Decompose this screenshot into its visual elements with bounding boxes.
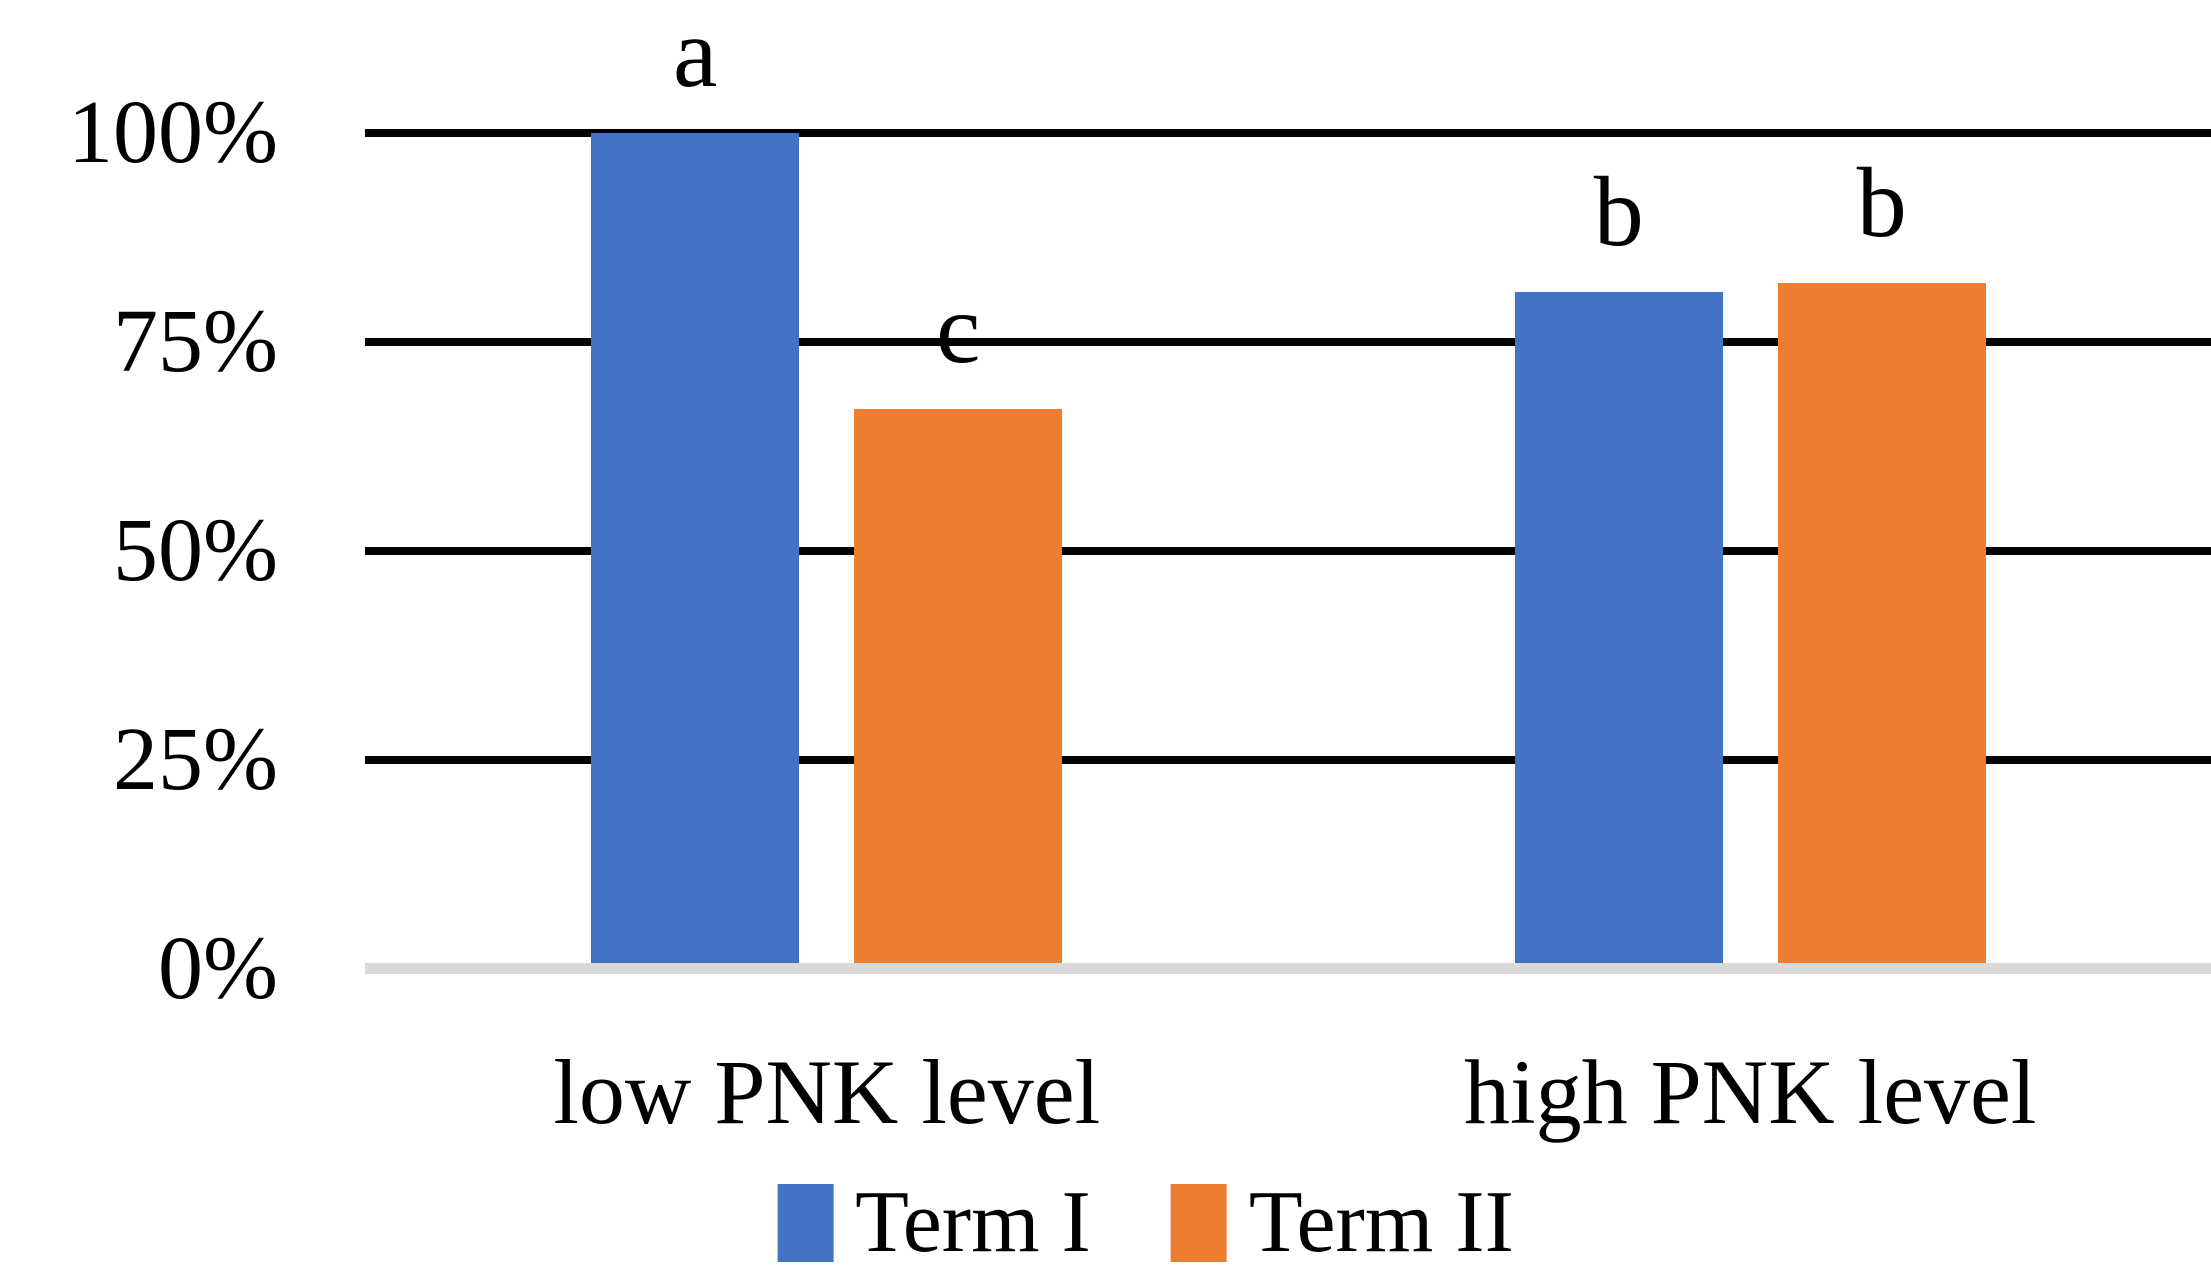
bar-term-i-low-pnk-level [591,133,800,963]
x-axis-baseline [365,963,2211,974]
significance-letter: b [1856,147,1907,259]
gridline-100% [365,129,2211,137]
legend-label-term-ii: Term II [1248,1174,1514,1267]
gridline-75% [365,338,2211,346]
y-axis-tick-label: 25% [113,710,278,809]
bar-chart: Term I Term II 0% 25% 50% 75% 100% a c b b low PN… [40,16,2211,1267]
category-label-high-pnk-level: high PNK level [1464,1041,2037,1143]
gridline-25% [365,756,2211,764]
gridline-50% [365,547,2211,555]
bar-term-ii-high-pnk-level [1777,283,1986,963]
significance-letter: c [936,272,981,384]
y-axis-tick-label: 50% [113,501,278,600]
legend-swatch-term-i [777,1184,834,1262]
category-label-low-pnk-level: low PNK level [553,1041,1101,1143]
bar-term-ii-low-pnk-level [854,408,1063,963]
y-axis-tick-label: 100% [68,83,278,182]
legend-swatch-term-ii [1170,1184,1227,1262]
significance-letter: b [1593,155,1644,267]
legend: Term I Term II [777,1179,1514,1267]
legend-label-term-i: Term I [855,1174,1091,1267]
bar-term-i-high-pnk-level [1514,291,1723,963]
y-axis-tick-label: 75% [113,292,278,391]
y-axis-tick-label: 0% [158,919,278,1018]
significance-letter: a [673,16,718,108]
